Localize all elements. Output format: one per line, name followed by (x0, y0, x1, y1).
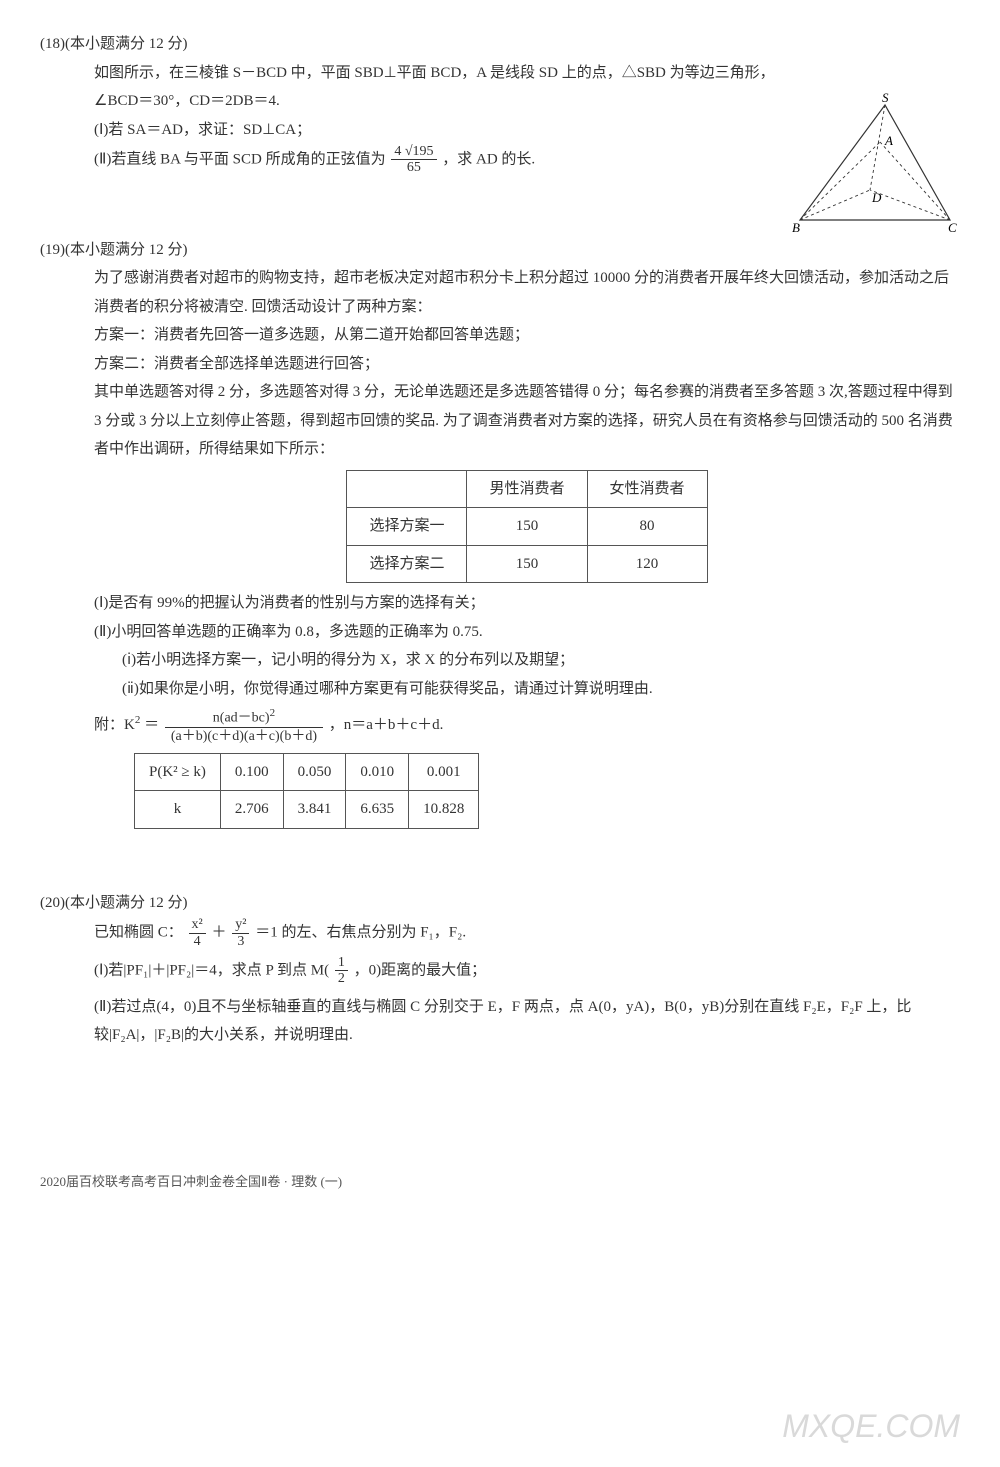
t1-r2: 选择方案二 (347, 545, 467, 583)
t1-c22: 120 (587, 545, 707, 583)
q20-p1b: ＝1 的左、右焦点分别为 F₁，F₂. (255, 925, 466, 941)
q19-table1: 男性消费者 女性消费者 选择方案一 150 80 选择方案二 150 120 (346, 470, 707, 584)
label-S: S (882, 90, 889, 105)
f1n: x² (189, 917, 206, 933)
q20-line1: 已知椭圆 C： x² 4 ＋ y² 3 ＝1 的左、右焦点分别为 F₁，F₂. (94, 917, 960, 949)
q20-p1a: 已知椭圆 C： (94, 925, 183, 941)
q18-part2-b: ，求 AD 的长. (442, 151, 535, 167)
q18-fraction: 4 √195 65 (391, 144, 436, 176)
q18-head: (18)(本小题满分 12 分) (40, 30, 960, 59)
t1-c12: 80 (587, 508, 707, 546)
t2-r1: P(K² ≥ k) (135, 753, 221, 791)
label-C: C (948, 220, 957, 235)
app-label: 附：K (94, 717, 135, 733)
f2d: 3 (232, 934, 249, 949)
t2-d1: 2.706 (220, 791, 283, 829)
app-fraction: n(ad－bc)2 (a＋b)(c＋d)(a＋c)(b＋d) (165, 707, 323, 744)
problem-18: (18)(本小题满分 12 分) 如图所示，在三棱锥 S－BCD 中，平面 SB… (40, 30, 960, 176)
frac-den: 65 (391, 160, 436, 175)
q20-mfrac: 1 2 (335, 955, 348, 987)
q18-line1: 如图所示，在三棱锥 S－BCD 中，平面 SBD⊥平面 BCD，A 是线段 SD… (94, 59, 960, 88)
frac-num: 4 √195 (391, 144, 436, 160)
t2-c1: 0.100 (220, 753, 283, 791)
app-eq: ＝ (144, 717, 159, 733)
f2n: y² (232, 917, 249, 933)
q19-p3: 方案二：消费者全部选择单选题进行回答； (94, 350, 960, 379)
t1-c21: 150 (467, 545, 587, 583)
app-den: (a＋b)(c＋d)(a＋c)(b＋d) (165, 728, 323, 744)
t2-c2: 0.050 (283, 753, 346, 791)
q20-part1: (Ⅰ)若|PF₁|＋|PF₂|＝4，求点 P 到点 M( 1 2 ，0)距离的最… (94, 955, 960, 987)
q19-table2: P(K² ≥ k) 0.100 0.050 0.010 0.001 k 2.70… (134, 753, 479, 829)
t2-r2: k (135, 791, 221, 829)
q19-appendix: 附：K2 ＝ n(ad－bc)2 (a＋b)(c＋d)(a＋c)(b＋d) ，n… (94, 707, 960, 744)
f1d: 4 (189, 934, 206, 949)
mfd: 2 (335, 971, 348, 986)
t1-h1: 男性消费者 (467, 470, 587, 508)
q18-diagram: S A B C D (790, 90, 960, 251)
q20-part2: (Ⅱ)若过点(4，0)且不与坐标轴垂直的直线与椭圆 C 分别交于 E，F 两点，… (94, 993, 960, 1050)
problem-19: (19)(本小题满分 12 分) 为了感谢消费者对超市的购物支持，超市老板决定对… (40, 236, 960, 829)
t2-d4: 10.828 (409, 791, 479, 829)
q19-i2: (Ⅱ)小明回答单选题的正确率为 0.8，多选题的正确率为 0.75. (94, 618, 960, 647)
t2-d2: 3.841 (283, 791, 346, 829)
q20-plus: ＋ (211, 925, 226, 941)
t2-d3: 6.635 (346, 791, 409, 829)
t1-r1: 选择方案一 (347, 508, 467, 546)
label-B: B (792, 220, 800, 235)
q20-frac2: y² 3 (232, 917, 249, 949)
t2-c3: 0.010 (346, 753, 409, 791)
q19-p4: 其中单选题答对得 2 分，多选题答对得 3 分，无论单选题还是多选题答错得 0 … (94, 378, 960, 464)
q19-p2: 方案一：消费者先回答一道多选题，从第二道开始都回答单选题； (94, 321, 960, 350)
q18-part2-a: (Ⅱ)若直线 BA 与平面 SCD 所成角的正弦值为 (94, 151, 386, 167)
t1-h2: 女性消费者 (587, 470, 707, 508)
t2-c4: 0.001 (409, 753, 479, 791)
page-footer: 2020届百校联考高考百日冲刺金卷全国Ⅱ卷 · 理数 (一) (40, 1170, 960, 1195)
app-num: n(ad－bc)2 (165, 707, 323, 728)
problem-20: (20)(本小题满分 12 分) 已知椭圆 C： x² 4 ＋ y² 3 ＝1 … (40, 889, 960, 1050)
q19-p1: 为了感谢消费者对超市的购物支持，超市老板决定对超市积分卡上积分超过 10000 … (94, 264, 960, 321)
app-tail: ，n＝a＋b＋c＋d. (329, 717, 444, 733)
q19-i1: (Ⅰ)是否有 99%的把握认为消费者的性别与方案的选择有关； (94, 589, 960, 618)
q20-i1b: ，0)距离的最大值； (354, 962, 487, 978)
q19-head: (19)(本小题满分 12 分) (40, 236, 960, 265)
label-A: A (884, 133, 893, 148)
q20-frac1: x² 4 (189, 917, 206, 949)
q20-i1a: (Ⅰ)若|PF₁|＋|PF₂|＝4，求点 P 到点 M( (94, 962, 329, 978)
q19-i2a: (ⅰ)若小明选择方案一，记小明的得分为 X，求 X 的分布列以及期望； (122, 646, 960, 675)
watermark: MXQE.COM (782, 1396, 960, 1457)
mfn: 1 (335, 955, 348, 971)
label-D: D (871, 190, 882, 205)
q19-i2b: (ⅱ)如果你是小明，你觉得通过哪种方案更有可能获得奖品，请通过计算说明理由. (122, 675, 960, 704)
t1-c11: 150 (467, 508, 587, 546)
q20-head: (20)(本小题满分 12 分) (40, 889, 960, 918)
